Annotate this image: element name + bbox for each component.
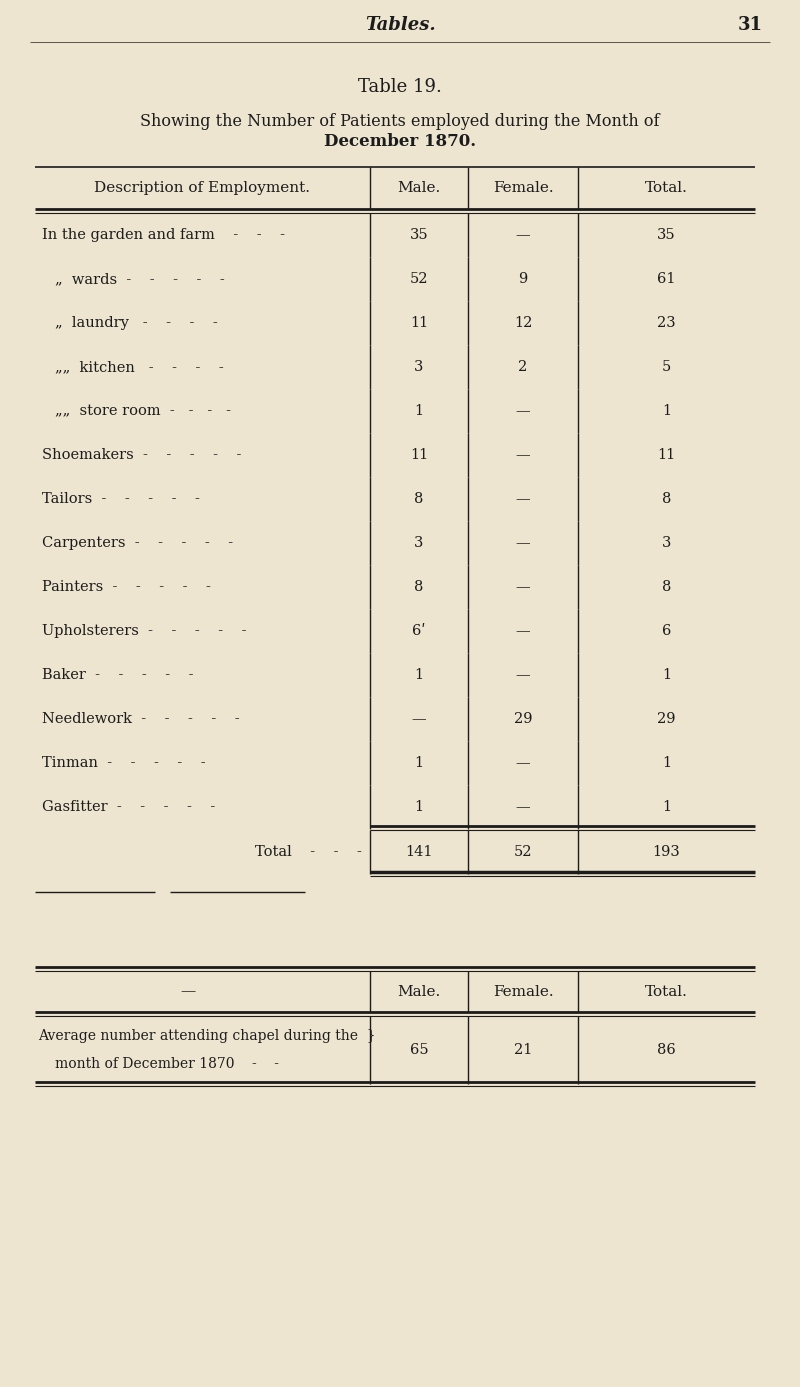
Text: 8: 8 [414,580,424,594]
Text: 8: 8 [662,492,671,506]
Text: „  wards  -    -    -    -    -: „ wards - - - - - [55,272,225,286]
Text: —: — [516,492,530,506]
Text: 1: 1 [662,800,671,814]
Text: 193: 193 [653,845,680,859]
Text: 11: 11 [658,448,676,462]
Text: 1: 1 [414,404,423,417]
Text: 1: 1 [662,404,671,417]
Text: 23: 23 [657,316,676,330]
Text: In the garden and farm    -    -    -: In the garden and farm - - - [42,227,285,241]
Text: 1: 1 [662,756,671,770]
Text: Gasfitter  -    -    -    -    -: Gasfitter - - - - - [42,800,215,814]
Text: —: — [412,712,426,725]
Text: 8: 8 [414,492,424,506]
Text: 29: 29 [514,712,532,725]
Text: Male.: Male. [398,985,441,999]
Text: 52: 52 [514,845,532,859]
Text: 52: 52 [410,272,428,286]
Text: Total.: Total. [645,985,688,999]
Text: 6: 6 [662,624,671,638]
Text: 8: 8 [662,580,671,594]
Text: Carpenters  -    -    -    -    -: Carpenters - - - - - [42,535,233,551]
Text: Baker  -    -    -    -    -: Baker - - - - - [42,669,194,682]
Text: 65: 65 [410,1043,428,1057]
Text: Painters  -    -    -    -    -: Painters - - - - - [42,580,211,594]
Text: —: — [516,800,530,814]
Text: 5: 5 [662,361,671,374]
Text: 29: 29 [658,712,676,725]
Text: „„  kitchen   -    -    -    -: „„ kitchen - - - - [55,361,224,374]
Text: Tinman  -    -    -    -    -: Tinman - - - - - [42,756,206,770]
Text: December 1870.: December 1870. [324,133,476,151]
Text: 6ʹ: 6ʹ [412,624,426,638]
Text: 21: 21 [514,1043,532,1057]
Text: 9: 9 [518,272,528,286]
Text: —: — [516,624,530,638]
Text: 3: 3 [662,535,671,551]
Text: 141: 141 [406,845,433,859]
Text: Description of Employment.: Description of Employment. [94,180,310,196]
Text: Table 19.: Table 19. [358,78,442,96]
Text: „„  store room  -   -   -   -: „„ store room - - - - [55,404,231,417]
Text: 61: 61 [658,272,676,286]
Text: —: — [516,669,530,682]
Text: Tailors  -    -    -    -    -: Tailors - - - - - [42,492,200,506]
Text: —: — [180,985,195,999]
Text: Needlework  -    -    -    -    -: Needlework - - - - - [42,712,240,725]
Text: 1: 1 [662,669,671,682]
Text: —: — [516,580,530,594]
Text: Upholsterers  -    -    -    -    -: Upholsterers - - - - - [42,624,246,638]
Text: 1: 1 [414,669,423,682]
Text: Average number attending chapel during the  }: Average number attending chapel during t… [38,1029,376,1043]
Text: —: — [516,756,530,770]
Text: —: — [516,535,530,551]
Text: Female.: Female. [493,985,554,999]
Text: „  laundry   -    -    -    -: „ laundry - - - - [55,316,218,330]
Text: Tables.: Tables. [365,17,435,35]
Text: 3: 3 [414,361,424,374]
Text: Total.: Total. [645,180,688,196]
Text: 3: 3 [414,535,424,551]
Text: 35: 35 [657,227,676,241]
Text: Male.: Male. [398,180,441,196]
Text: —: — [516,448,530,462]
Text: 35: 35 [410,227,428,241]
Text: 86: 86 [657,1043,676,1057]
Text: 12: 12 [514,316,532,330]
Text: Showing the Number of Patients employed during the Month of: Showing the Number of Patients employed … [140,114,660,130]
Text: Total    -    -    -: Total - - - [255,845,362,859]
Text: Shoemakers  -    -    -    -    -: Shoemakers - - - - - [42,448,242,462]
Text: Female.: Female. [493,180,554,196]
Text: —: — [516,227,530,241]
Text: 11: 11 [410,316,428,330]
Text: 31: 31 [738,17,762,35]
Text: 1: 1 [414,800,423,814]
Text: 1: 1 [414,756,423,770]
Text: month of December 1870    -    -: month of December 1870 - - [55,1057,279,1071]
Text: 2: 2 [518,361,528,374]
Text: 11: 11 [410,448,428,462]
Text: —: — [516,404,530,417]
